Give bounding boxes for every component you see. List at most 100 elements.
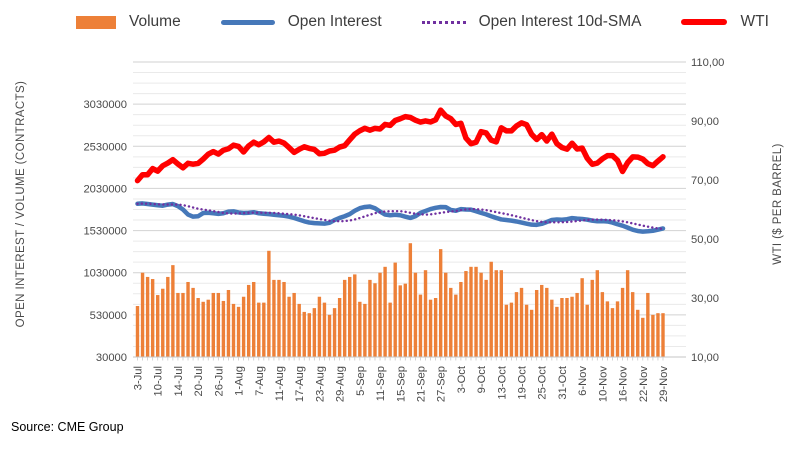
volume-bar bbox=[226, 289, 231, 357]
x-tick-label: 10-Nov bbox=[597, 366, 609, 402]
x-tick-label: 16-Nov bbox=[618, 366, 630, 402]
volume-bar bbox=[236, 306, 241, 357]
volume-bar bbox=[211, 292, 215, 357]
volume-bar bbox=[423, 270, 428, 357]
volume-bar bbox=[171, 265, 175, 357]
y-right-tick-label: 30,00 bbox=[691, 293, 719, 305]
volume-bar bbox=[196, 298, 200, 357]
volume-bar bbox=[444, 272, 448, 357]
volume-bar bbox=[337, 298, 342, 357]
x-tick-label: 6-Nov bbox=[577, 366, 589, 396]
volume-bar bbox=[267, 250, 271, 357]
volume-bar bbox=[241, 296, 246, 357]
x-tick-label: 17-Aug bbox=[294, 366, 306, 402]
volume-bar bbox=[156, 295, 160, 357]
y-left-tick-label: 2530000 bbox=[83, 141, 127, 153]
x-tick-label: 26-Jul bbox=[213, 366, 225, 396]
y-right-tick-labels: 10,00 30,00 50,00 70,00 90,00 110,00 bbox=[691, 57, 724, 364]
y-left-tick-label: 1530000 bbox=[83, 226, 127, 238]
volume-bar bbox=[181, 292, 185, 357]
volume-bar bbox=[246, 284, 251, 357]
x-tick-label: 1-Aug bbox=[234, 366, 246, 396]
volume-bar bbox=[433, 298, 438, 357]
volume-bar bbox=[262, 302, 266, 357]
y-left-tick-label: 1030000 bbox=[83, 268, 127, 280]
volume-bar bbox=[161, 288, 165, 357]
volume-bar bbox=[257, 302, 261, 357]
volume-bar bbox=[272, 279, 276, 357]
volume-bar bbox=[504, 304, 509, 357]
volume-bar bbox=[641, 317, 645, 357]
volume-bar bbox=[459, 281, 463, 357]
x-tick-label: 29-Nov bbox=[658, 366, 670, 402]
volume-bar bbox=[408, 243, 413, 357]
volume-bar bbox=[388, 302, 392, 357]
x-tick-label: 21-Sep bbox=[415, 366, 427, 402]
volume-bar bbox=[580, 278, 584, 357]
volume-bar bbox=[135, 306, 140, 357]
volume-bar bbox=[363, 303, 367, 357]
volume-bar bbox=[600, 292, 605, 357]
volume-bar bbox=[661, 313, 665, 357]
legend-item-oi-sma: Open Interest 10d-SMA bbox=[421, 13, 642, 31]
volume-bar bbox=[277, 279, 281, 357]
volume-bar bbox=[540, 284, 544, 357]
volume-bar bbox=[403, 283, 408, 357]
y-left-tick-labels: 30000 530000 1030000 1530000 2030000 2530000 3… bbox=[83, 99, 127, 364]
legend-label: Open Interest 10d-SMA bbox=[478, 13, 642, 30]
x-tick-label: 31-Oct bbox=[557, 365, 569, 399]
volume-bar bbox=[545, 287, 549, 357]
volume-bar bbox=[646, 292, 650, 357]
x-tick-label: 11-Aug bbox=[274, 366, 286, 401]
volume-bar bbox=[252, 281, 256, 357]
x-tick-label: 3-Jul bbox=[133, 366, 145, 390]
volume-bar bbox=[282, 281, 286, 357]
y-left-tick-label: 2030000 bbox=[83, 183, 127, 195]
volume-bar bbox=[378, 272, 382, 357]
x-tick-labels: 3-Jul 10-Jul 14-Jul 20-Jul 26-Jul 1-Aug 7-Aug 1… bbox=[133, 365, 671, 402]
volume-bar bbox=[292, 292, 296, 357]
y-right-tick-label: 70,00 bbox=[691, 175, 719, 187]
volume-bar bbox=[413, 272, 418, 357]
volume-bar bbox=[595, 270, 600, 357]
volume-bar bbox=[630, 292, 635, 357]
volume-bar bbox=[625, 270, 630, 357]
x-tick-label: 11-Sep bbox=[375, 366, 387, 401]
x-tick-label: 29-Aug bbox=[335, 366, 347, 402]
volume-bar bbox=[312, 308, 317, 357]
volume-bar bbox=[145, 276, 150, 357]
volume-bar bbox=[358, 301, 362, 357]
volume-bar bbox=[353, 274, 357, 357]
chart-legend: Volume Open Interest Open Interest 10d-S… bbox=[76, 13, 769, 31]
legend-item-open-interest: Open Interest bbox=[220, 13, 382, 31]
volume-bar bbox=[322, 302, 327, 357]
y-right-tick-label: 90,00 bbox=[691, 116, 719, 128]
x-tick-label: 7-Aug bbox=[254, 366, 266, 396]
volume-bar bbox=[393, 262, 397, 357]
volume-bar bbox=[615, 301, 620, 357]
volume-bar bbox=[570, 296, 574, 357]
volume-bar bbox=[221, 300, 226, 357]
y-left-tick-label: 530000 bbox=[90, 310, 127, 322]
volume-bar bbox=[428, 299, 433, 357]
volume-bar bbox=[636, 309, 640, 357]
volume-bar bbox=[186, 281, 190, 357]
x-tick-label: 9-Oct bbox=[476, 365, 488, 393]
volume-bar bbox=[514, 292, 519, 357]
x-tick-label: 20-Jul bbox=[193, 366, 205, 396]
right-axis-title: WTI ($ PER BARREL) bbox=[772, 143, 784, 265]
wti-line bbox=[134, 107, 666, 184]
x-tick-label: 13-Oct bbox=[496, 365, 508, 399]
volume-bar bbox=[191, 287, 195, 357]
y-right-tick-label: 50,00 bbox=[691, 234, 719, 246]
volume-bar bbox=[590, 279, 594, 357]
volume-bar bbox=[348, 276, 352, 357]
volume-bar bbox=[509, 302, 514, 357]
volume-bar bbox=[469, 266, 473, 357]
y-left-tick-label: 3030000 bbox=[83, 99, 127, 111]
volume-bar bbox=[342, 279, 347, 357]
volume-bar bbox=[656, 313, 660, 357]
volume-bar bbox=[651, 314, 655, 357]
